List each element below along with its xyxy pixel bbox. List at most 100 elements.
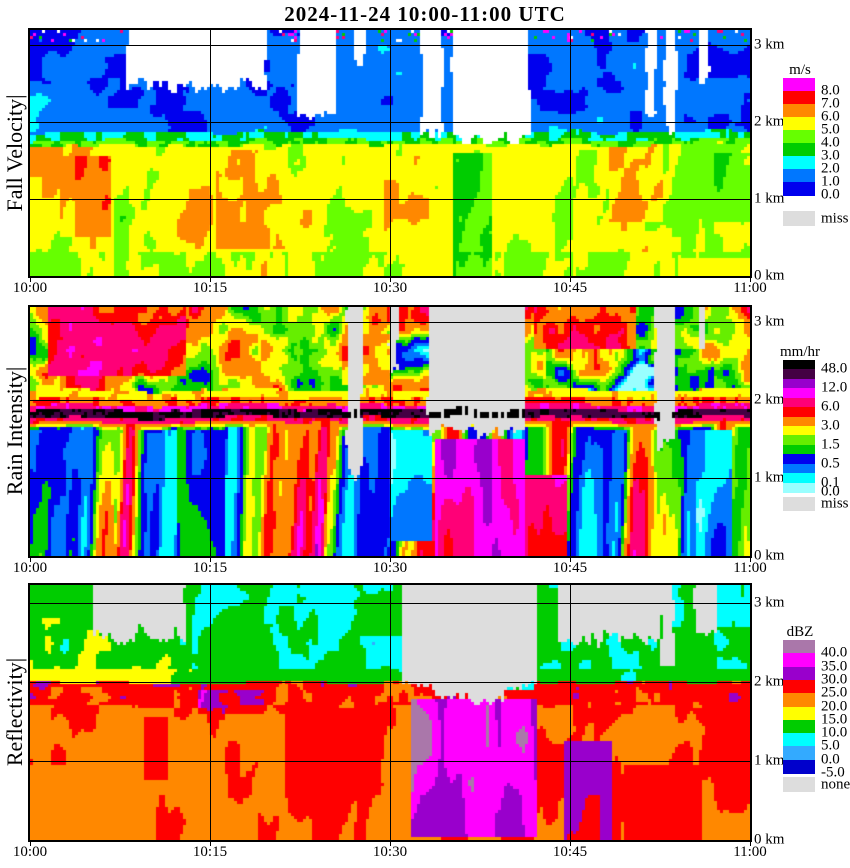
x-tick-label: 11:00 bbox=[733, 844, 767, 860]
axis-tick bbox=[750, 842, 751, 846]
legend-title-intensity: mm/hr bbox=[780, 344, 820, 360]
legend-tick-label: 12.0 bbox=[821, 379, 848, 396]
legend-color-block bbox=[783, 473, 815, 484]
legend-tick-label: 6.0 bbox=[821, 398, 840, 415]
legend-color-block bbox=[783, 733, 815, 747]
legend-color-block bbox=[783, 719, 815, 734]
axis-tick bbox=[570, 278, 571, 282]
legend-tick-label: 30.0 bbox=[821, 671, 848, 688]
legend-color-block bbox=[783, 666, 815, 681]
axis-tick bbox=[30, 558, 31, 562]
legend-tick-label: 1.0 bbox=[821, 173, 840, 190]
y-tick-label: 3 km bbox=[754, 313, 785, 330]
x-tick-label: 10:45 bbox=[552, 560, 588, 576]
legend-missing-label: miss bbox=[821, 495, 849, 512]
gridline-vertical bbox=[390, 585, 391, 840]
legend-color-block bbox=[783, 169, 815, 183]
legend-color-block bbox=[783, 693, 815, 708]
legend-tick-label: 5.0 bbox=[821, 121, 840, 138]
legend-missing-label: none bbox=[821, 776, 850, 792]
legend-title-reflectivity: dBZ bbox=[786, 624, 814, 640]
legend-color-block bbox=[783, 388, 815, 399]
y-tick-label: 2 km bbox=[754, 113, 785, 130]
y-tick-label: 1 km bbox=[754, 469, 785, 486]
legend-tick-label: 3.0 bbox=[821, 417, 840, 434]
gridline-vertical bbox=[210, 307, 211, 556]
ylabel-fall-velocity: Fall Velocity| bbox=[2, 94, 27, 212]
x-tick-label: 10:45 bbox=[552, 280, 588, 296]
legend-color-block bbox=[783, 454, 815, 465]
legend-color-block bbox=[783, 156, 815, 170]
x-tick-label: 11:00 bbox=[733, 280, 767, 296]
legend-color-block bbox=[783, 640, 815, 654]
x-tick-label: 10:15 bbox=[192, 844, 228, 860]
y-tick-label: 3 km bbox=[754, 36, 785, 53]
legend-tick-label: 0.1 bbox=[821, 474, 840, 491]
y-tick-label: 0 km bbox=[754, 831, 785, 848]
legend-tick-label: 0.0 bbox=[821, 186, 840, 203]
legend-color-block bbox=[783, 482, 815, 493]
axis-tick bbox=[30, 278, 31, 282]
legend-color-block bbox=[783, 104, 815, 118]
legend-color-block bbox=[783, 117, 815, 131]
legend-color-block bbox=[783, 759, 815, 774]
axis-tick bbox=[210, 842, 211, 846]
legend-missing-label: miss bbox=[821, 210, 849, 226]
axis-tick bbox=[210, 558, 211, 562]
legend-color-block bbox=[783, 746, 815, 761]
legend-missing-swatch bbox=[783, 497, 815, 511]
axis-tick bbox=[750, 558, 751, 562]
x-tick-label: 10:00 bbox=[12, 560, 48, 576]
legend-color-block bbox=[783, 463, 815, 474]
legend-missing-swatch bbox=[783, 777, 815, 792]
legend-color-block bbox=[783, 407, 815, 418]
legend-tick-label: -5.0 bbox=[821, 764, 845, 781]
legend-tick-label: 20.0 bbox=[821, 698, 848, 714]
legend-color-block bbox=[783, 143, 815, 157]
legend-color-block bbox=[783, 397, 815, 408]
axis-tick bbox=[390, 558, 391, 562]
legend-tick-label: 1.5 bbox=[821, 436, 840, 453]
legend-tick-label: 0.0 bbox=[821, 751, 840, 768]
legend-tick-label: 35.0 bbox=[821, 658, 848, 675]
legend-color-block bbox=[783, 360, 815, 371]
x-tick-label: 10:30 bbox=[372, 560, 408, 576]
axis-tick bbox=[30, 842, 31, 846]
legend-color-block bbox=[783, 378, 815, 389]
axis-tick bbox=[390, 278, 391, 282]
legend-tick-label: 10.0 bbox=[821, 724, 848, 741]
y-tick-label: 3 km bbox=[754, 594, 785, 611]
x-tick-label: 10:45 bbox=[552, 844, 588, 860]
legend-tick-label: 15.0 bbox=[821, 711, 848, 728]
axis-tick bbox=[570, 842, 571, 846]
legend-color-block bbox=[783, 182, 815, 196]
gridline-vertical bbox=[570, 585, 571, 840]
y-tick-label: 1 km bbox=[754, 190, 785, 207]
x-tick-label: 10:00 bbox=[12, 844, 48, 860]
y-tick-label: 2 km bbox=[754, 391, 785, 408]
legend-color-block bbox=[783, 444, 815, 455]
legend-tick-label: 0.0 bbox=[821, 483, 840, 500]
axis-tick bbox=[570, 558, 571, 562]
x-tick-label: 10:15 bbox=[192, 560, 228, 576]
legend-title-velocity: m/s bbox=[789, 62, 811, 78]
legend-tick-label: 8.0 bbox=[821, 82, 840, 99]
y-tick-label: 0 km bbox=[754, 547, 785, 564]
figure-title: 2024-11-24 10:00-11:00 UTC bbox=[284, 2, 566, 26]
x-tick-label: 10:00 bbox=[12, 280, 48, 296]
ylabel-reflectivity: Reflectivity| bbox=[2, 657, 27, 767]
legend-color-block bbox=[783, 679, 815, 694]
legend-tick-label: 3.0 bbox=[821, 147, 840, 164]
legend-color-block bbox=[783, 416, 815, 427]
legend-color-block bbox=[783, 78, 815, 92]
axis-tick bbox=[390, 842, 391, 846]
gridline-vertical bbox=[570, 307, 571, 556]
legend-color-block bbox=[783, 130, 815, 144]
legend-color-block bbox=[783, 706, 815, 721]
y-tick-label: 0 km bbox=[754, 267, 785, 284]
x-tick-label: 10:15 bbox=[192, 280, 228, 296]
legend-tick-label: 5.0 bbox=[821, 737, 840, 754]
legend-tick-label: 25.0 bbox=[821, 684, 848, 701]
gridline-vertical bbox=[570, 30, 571, 276]
